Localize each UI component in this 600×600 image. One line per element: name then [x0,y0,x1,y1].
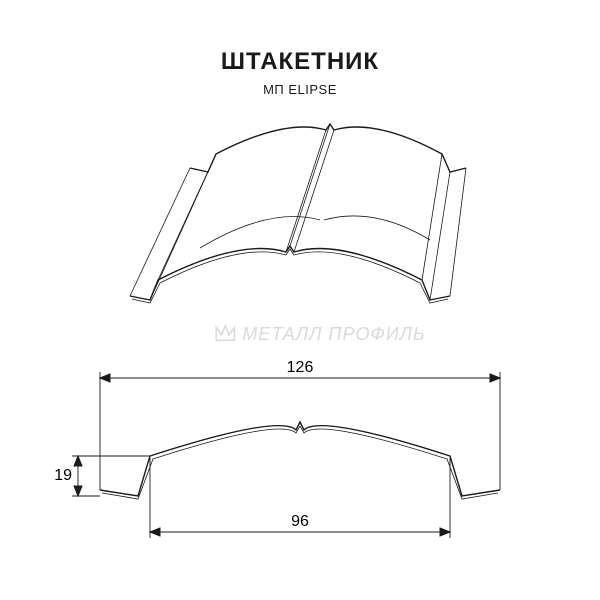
page-title: ШТАКЕТНИК [0,48,600,76]
isometric-svg [110,130,490,330]
cross-section-svg: 126 96 19 [60,370,540,550]
dim-width-base: 96 [291,513,309,530]
cross-section-view: 126 96 19 [60,370,540,550]
dim-width-total: 126 [287,359,314,376]
header: ШТАКЕТНИК МП ELIPSE [0,48,600,97]
isometric-view [110,130,490,330]
page-subtitle: МП ELIPSE [0,82,600,97]
cross-lines [72,372,500,538]
dim-height: 19 [54,467,72,484]
iso-lines [130,124,466,303]
